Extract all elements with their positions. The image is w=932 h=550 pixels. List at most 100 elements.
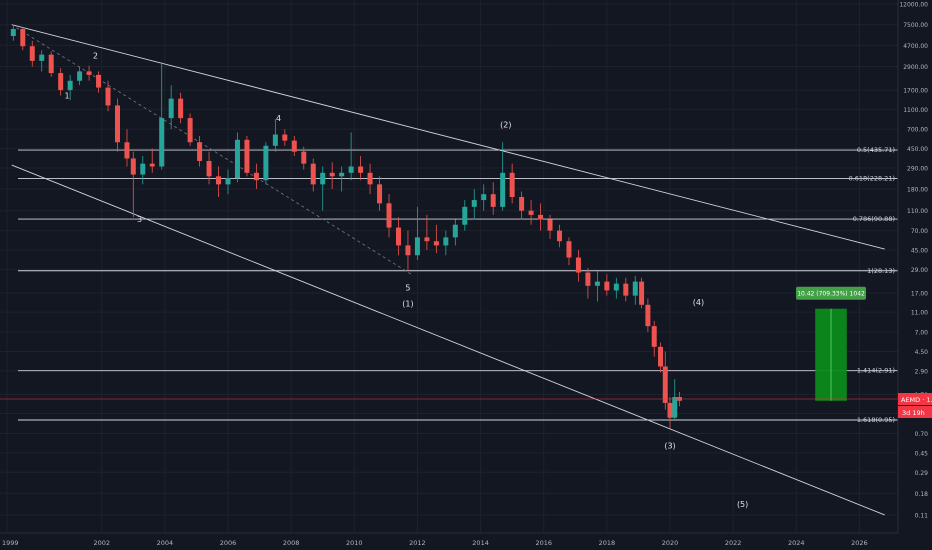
candle-body (604, 281, 610, 291)
candle-body (96, 74, 102, 88)
price-tick-label: 1700.00 (903, 88, 928, 95)
candle-body (234, 139, 240, 179)
candle-body (414, 237, 420, 256)
fib-label: 0.618(228.21) (849, 175, 895, 183)
time-tick-label: 2006 (220, 539, 237, 547)
candle-body (538, 214, 544, 220)
candle-body (348, 166, 354, 173)
candle-body (67, 80, 73, 91)
candle-body (395, 227, 401, 246)
price-tick-label: 0.70 (915, 431, 929, 438)
candle-body (528, 210, 534, 215)
wave-label: 1 (64, 92, 69, 101)
candle-body (197, 142, 203, 161)
price-tick-label: 450.00 (907, 146, 928, 153)
price-tick-label: 110.00 (907, 208, 928, 215)
wave-label: (3) (664, 441, 675, 450)
time-tick-label: 1999 (2, 539, 19, 547)
wave-label: (4) (693, 298, 704, 307)
candle-body (424, 237, 430, 242)
time-tick-label: 2008 (283, 539, 300, 547)
candle-body (253, 172, 259, 181)
wave-label: (2) (500, 120, 511, 129)
price-tick-label: 4700.00 (903, 43, 928, 50)
last-price-label: AEMD · 1.47 (901, 396, 932, 404)
candles (10, 24, 682, 429)
candle-body (623, 283, 629, 296)
time-tick-label: 2024 (788, 539, 805, 547)
price-tick-label: 0.45 (915, 450, 929, 457)
wave-label: 3 (137, 215, 142, 224)
price-tick-label: 7500.00 (903, 22, 928, 29)
candle-body (443, 237, 449, 246)
price-tick-label: 0.29 (915, 470, 929, 477)
candle-body (667, 402, 673, 418)
price-axis[interactable] (898, 0, 932, 550)
fib-label: 1.414(2.91) (857, 367, 895, 375)
wave-labels: 1 2 3 4 5 (1) (2) (3) (4) (5) (64, 51, 748, 509)
fib-levels: 0.5(435.71) 0.618(228.21) 0.786(90.88) 1(28… (18, 146, 898, 424)
candle-body (329, 172, 335, 177)
candle-body (500, 172, 506, 207)
candle-body (58, 73, 64, 91)
price-tick-label: 290.00 (907, 165, 928, 172)
countdown-tag: 3d 19h (898, 406, 932, 418)
candle-body (575, 257, 581, 273)
candle-body (405, 245, 411, 256)
candle-body (462, 206, 468, 225)
candle-body (39, 54, 45, 61)
wave-label: 2 (93, 51, 98, 60)
candle-body (632, 281, 638, 296)
candle-body (206, 160, 212, 177)
price-tick-label: 0.18 (915, 491, 929, 498)
projection-label-box (796, 286, 867, 300)
time-tick-label: 2018 (599, 539, 616, 547)
price-tick-label: 700.00 (907, 127, 928, 134)
candle-body (639, 281, 645, 305)
time-tick-label: 2012 (409, 539, 426, 547)
grid (0, 0, 898, 533)
candle-body (386, 203, 392, 228)
candle-body (594, 281, 600, 286)
candle-body (452, 224, 458, 238)
candle-body (509, 172, 515, 198)
price-tick-label: 29.00 (911, 267, 928, 274)
candle-body (339, 172, 345, 177)
candle-body (481, 194, 487, 201)
candle-body (566, 241, 572, 258)
candle-body (29, 46, 35, 61)
price-tick-label: 17.00 (911, 290, 928, 297)
projection: 10.42 (709.33%) 1042 (796, 286, 867, 401)
price-tick-label: 12000.00 (899, 2, 928, 9)
price-tick-label: 70.00 (911, 228, 928, 235)
candle-body (282, 134, 288, 141)
candle-body (358, 166, 364, 173)
time-tick-label: 2014 (472, 539, 489, 547)
candle-body (178, 98, 184, 119)
candle-body (140, 163, 146, 175)
candle-body (557, 230, 562, 242)
wave-label: (5) (737, 500, 748, 509)
candle-body (149, 163, 155, 167)
candle-body (216, 176, 222, 185)
candle-body (585, 272, 591, 286)
time-tick-label: 2022 (725, 539, 742, 547)
candle-body (225, 178, 231, 185)
fib-label: 1.618(0.95) (857, 416, 895, 424)
candle-body (471, 200, 477, 207)
candle-body (645, 304, 651, 327)
candle-body (310, 163, 316, 185)
candle-body (547, 219, 553, 231)
candle-body (490, 194, 496, 207)
price-tick-label: 1100.00 (903, 107, 928, 114)
price-tick-label: 4.50 (915, 349, 929, 356)
price-tick-label: 180.00 (907, 186, 928, 193)
last-price-tag: AEMD · 1.47 (898, 393, 932, 405)
time-tick-label: 2026 (851, 539, 868, 547)
wave-label: (1) (402, 299, 413, 308)
price-tick-label: 7.00 (915, 330, 929, 337)
price-tick-label: 11.00 (911, 310, 928, 317)
time-axis[interactable] (0, 533, 932, 550)
